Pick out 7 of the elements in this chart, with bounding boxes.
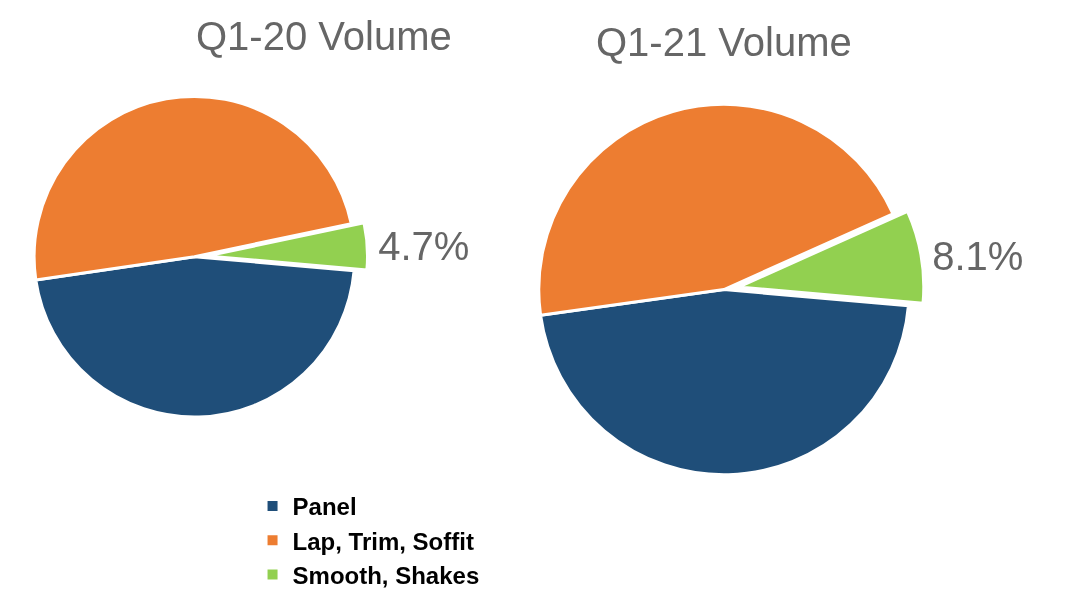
chart-title: Q1-20 Volume [196, 14, 452, 58]
data-label: 8.1% [932, 233, 1024, 278]
chart-title: Q1-21 Volume [596, 20, 852, 64]
data-label: 4.7% [378, 224, 470, 269]
legend-label: Panel [292, 493, 357, 521]
legend-label: Smooth, Shakes [292, 561, 480, 589]
legend-label: Lap, Trim, Soffit [292, 527, 474, 555]
